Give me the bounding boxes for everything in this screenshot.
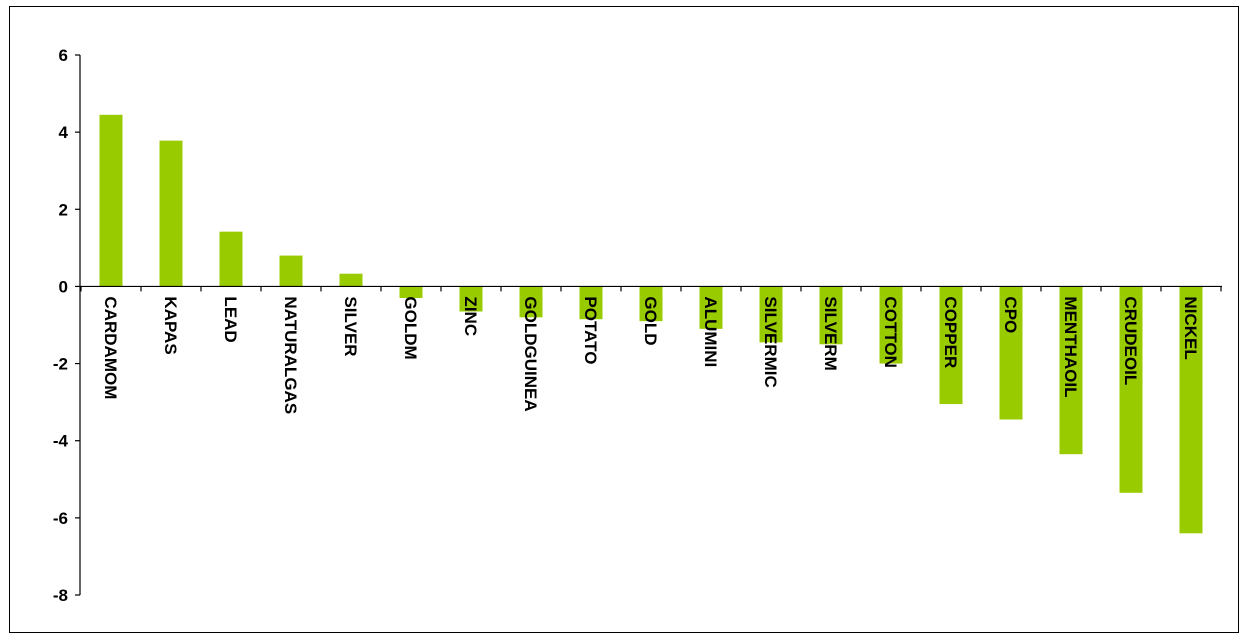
- category-label: KAPAS: [161, 296, 180, 354]
- category-label: NICKEL: [1181, 296, 1200, 359]
- y-tick-label: -4: [53, 432, 69, 451]
- bar: [939, 286, 963, 405]
- bar: [519, 286, 543, 318]
- y-tick-label: 6: [59, 46, 68, 65]
- category-label: NATURALGAS: [281, 296, 300, 414]
- bar: [459, 286, 483, 312]
- bar: [699, 286, 723, 329]
- category-label: GOLDM: [401, 296, 420, 359]
- category-label: GOLDGUINEA: [521, 296, 540, 411]
- category-labels: CARDAMOM KAPAS LEAD NATURALGAS SILVER GOLDM ZI…: [101, 296, 1200, 414]
- y-tick-label: -2: [53, 355, 68, 374]
- bar: [1179, 286, 1203, 534]
- category-label: SILVERM: [821, 296, 840, 370]
- bar: [819, 286, 843, 345]
- category-label: ZINC: [461, 296, 480, 336]
- bar: [639, 286, 663, 322]
- bar: [219, 231, 243, 287]
- y-tick-label: 0: [59, 277, 68, 296]
- chart-frame: 6 4 2 0 -2 -4 -6 -8 CARDAMOM KAPAS LEAD NATURALGAS…: [9, 6, 1239, 633]
- category-label: MENTHAOIL: [1061, 296, 1080, 397]
- y-axis: 6 4 2 0 -2 -4 -6 -8: [53, 46, 81, 605]
- category-label: CPO: [1001, 296, 1020, 333]
- bar: [879, 286, 903, 364]
- category-label: SILVERMIC: [761, 296, 780, 387]
- bar: [579, 286, 603, 320]
- y-tick-label: -8: [53, 586, 68, 605]
- category-label: LEAD: [221, 296, 240, 342]
- bar: [759, 286, 783, 343]
- x-axis: [80, 285, 1222, 292]
- category-label: COTTON: [881, 296, 900, 367]
- bar: [399, 286, 423, 298]
- y-tick-label: 4: [59, 123, 69, 142]
- category-label: CRUDEOIL: [1121, 296, 1140, 385]
- category-label: COPPER: [941, 296, 960, 368]
- bar: [159, 140, 183, 287]
- bar: [1059, 286, 1083, 455]
- bar: [999, 286, 1023, 420]
- y-tick-label: 2: [59, 200, 68, 219]
- bar: [339, 273, 363, 287]
- category-label: ALUMINI: [701, 296, 720, 367]
- bar: [99, 114, 123, 287]
- y-tick-label: -6: [53, 509, 68, 528]
- bar-chart: 6 4 2 0 -2 -4 -6 -8 CARDAMOM KAPAS LEAD NATURALGAS…: [53, 46, 1222, 605]
- category-label: GOLD: [641, 296, 660, 345]
- category-label: CARDAMOM: [101, 296, 120, 399]
- bars: [99, 114, 1203, 534]
- category-label: POTATO: [581, 296, 600, 364]
- category-label: SILVER: [341, 296, 360, 356]
- bar: [279, 255, 303, 287]
- bar: [1119, 286, 1143, 493]
